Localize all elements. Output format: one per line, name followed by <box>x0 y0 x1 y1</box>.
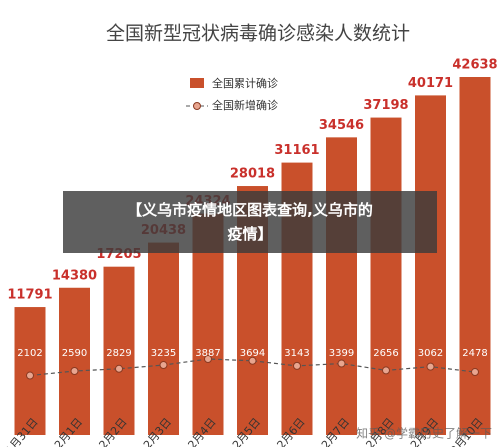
legend-label: 全国累计确诊 <box>212 76 278 90</box>
line-label: 3235 <box>151 348 176 359</box>
line-point <box>471 368 479 377</box>
bar <box>370 117 402 435</box>
line-label: 2590 <box>62 348 87 359</box>
bar <box>459 77 491 435</box>
line-point <box>248 356 257 365</box>
watermark: 知乎 @学霸历史了解一下 <box>356 426 492 441</box>
banner-bg <box>63 191 437 253</box>
banner-line: 疫情】 <box>227 225 272 243</box>
banner-text: 【义乌市疫情地区图表查询,义乌市的疫情】 <box>127 201 373 243</box>
bar <box>103 266 135 435</box>
line-point <box>159 361 168 370</box>
line-label: 3143 <box>284 348 309 359</box>
line-point <box>115 364 123 373</box>
value-label: 11791 <box>7 288 52 303</box>
line-label: 3399 <box>329 348 354 359</box>
line-label: 3694 <box>240 348 265 359</box>
line-point <box>70 367 79 376</box>
value-label: 37198 <box>363 98 408 113</box>
value-label: 31161 <box>274 143 319 158</box>
line-point <box>26 371 34 380</box>
line-label: 2656 <box>373 348 398 359</box>
legend-label: 全国新增确诊 <box>212 98 278 112</box>
line-point <box>293 361 301 370</box>
line-label: 2829 <box>106 348 131 359</box>
value-label: 14380 <box>52 268 97 283</box>
chart-title: 全国新型冠状病毒确诊感染人数统计 <box>106 23 410 45</box>
value-label: 34546 <box>319 118 364 133</box>
legend-swatch <box>190 78 204 88</box>
value-label: 40171 <box>408 76 453 91</box>
line-point <box>382 366 390 375</box>
line-point <box>337 359 346 368</box>
bar <box>59 287 90 435</box>
line-label: 3062 <box>418 348 443 359</box>
line <box>29 358 476 377</box>
legend-marker <box>193 102 201 110</box>
line-label: 2478 <box>462 348 487 359</box>
value-label: 28018 <box>230 167 275 182</box>
line-label: 2102 <box>17 348 42 359</box>
bar <box>148 242 179 435</box>
value-label: 42638 <box>452 58 497 73</box>
line-label: 3887 <box>195 348 220 359</box>
bar <box>14 307 46 435</box>
line-point <box>204 355 212 363</box>
line-point <box>426 362 435 371</box>
banner-line: 【义乌市疫情地区图表查询,义乌市的 <box>127 201 373 219</box>
bar <box>415 95 446 435</box>
bar <box>326 137 357 435</box>
